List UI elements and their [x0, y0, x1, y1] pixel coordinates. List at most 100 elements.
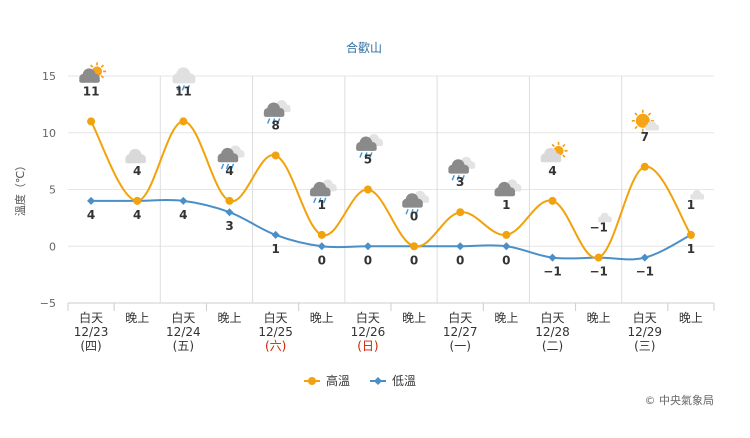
high-temp-point	[410, 242, 419, 251]
rain-drop	[276, 118, 281, 124]
y-axis-label: 溫度（℃）	[13, 160, 27, 216]
legend-marker	[308, 377, 316, 385]
rain-drop	[410, 208, 414, 215]
x-period-label: 白天	[171, 310, 195, 325]
low-temp-label: 4	[133, 208, 141, 222]
high-temp-label: 7	[641, 130, 649, 144]
low-temp-point	[502, 242, 511, 251]
cloud-base	[217, 157, 239, 163]
cloud-rain-sun-icon	[172, 67, 196, 91]
high-temp-label: 1	[318, 198, 326, 212]
low-temp-point	[225, 208, 234, 217]
low-temp-point	[87, 196, 96, 205]
low-temp-label: 4	[179, 208, 187, 222]
low-temp-point	[640, 253, 649, 262]
rain-drop	[456, 174, 460, 181]
cloud-base	[172, 78, 196, 84]
high-temp-point	[133, 196, 142, 205]
x-period-label: 白天	[356, 310, 380, 325]
x-date-label: 12/27	[443, 325, 478, 339]
low-temp-point	[179, 196, 188, 205]
y-tick-label: −5	[40, 297, 56, 310]
x-date-label: 12/23	[74, 325, 109, 339]
x-date-label: 12/28	[535, 325, 570, 339]
moon-cloud-icon	[590, 203, 612, 223]
high-temp-label: 0	[410, 209, 418, 223]
x-weekday-label: (五)	[173, 339, 194, 353]
y-tick-label: 10	[42, 127, 56, 140]
cloud-base	[540, 157, 562, 163]
x-date-label: 12/24	[166, 325, 201, 339]
high-temp-label: −1	[589, 221, 607, 235]
cloud-rain-icon	[263, 99, 291, 124]
low-temp-label: 0	[318, 253, 326, 267]
rain-drop	[313, 197, 317, 204]
sun-cloud-icon	[631, 109, 659, 132]
legend-low-temp[interactable]: 低溫	[392, 374, 416, 388]
high-temp-point	[640, 162, 649, 171]
cloud-base	[356, 146, 377, 151]
rain-drop	[323, 197, 327, 204]
legend-high-temp[interactable]: 高溫	[326, 373, 350, 388]
high-temp-point	[225, 196, 234, 205]
low-temp-point	[271, 230, 280, 239]
high-temp-point	[271, 151, 280, 160]
y-tick-label: 15	[42, 70, 56, 83]
credit-text: © 中央氣象局	[645, 393, 715, 407]
high-temp-label: 4	[133, 164, 141, 178]
x-period-label: 晚上	[402, 311, 426, 325]
cloud-rain-icon	[356, 134, 383, 158]
cloud-icon	[494, 179, 522, 197]
sun-ray	[100, 75, 105, 79]
cloud-base	[309, 191, 331, 197]
high-temp-point	[363, 185, 372, 194]
y-tick-label: 0	[49, 240, 56, 253]
cloud-sun-icon	[79, 62, 107, 83]
low-temp-label: −1	[636, 265, 654, 279]
rain-drop	[405, 208, 409, 215]
low-temp-label: −1	[589, 265, 607, 279]
high-temp-point	[502, 230, 511, 239]
rain-drop	[266, 118, 271, 124]
cloud-sun-icon	[540, 141, 568, 163]
rain-drop	[176, 85, 181, 91]
x-period-label: 晚上	[494, 311, 518, 325]
high-temp-point	[87, 117, 96, 126]
x-period-label: 晚上	[217, 311, 241, 325]
x-period-label: 白天	[540, 310, 564, 325]
x-weekday-label: (二)	[542, 339, 563, 353]
x-date-label: 12/26	[351, 325, 386, 339]
x-period-label: 白天	[633, 310, 657, 325]
cloud-base	[494, 191, 516, 197]
rain-drop	[451, 174, 455, 181]
cloud-base	[598, 219, 612, 223]
low-temp-label: 4	[87, 208, 95, 222]
x-period-label: 晚上	[587, 311, 611, 325]
high-temp-point	[594, 253, 603, 262]
sun-ray	[634, 125, 638, 130]
x-weekday-label: (一)	[450, 339, 471, 353]
sun-ray	[562, 154, 566, 158]
high-temp-label: 8	[271, 118, 279, 132]
x-period-label: 白天	[448, 310, 472, 325]
low-temp-point	[363, 242, 372, 251]
high-temp-label: 4	[225, 164, 233, 178]
x-period-label: 白天	[79, 310, 103, 325]
cloud-rain-icon	[448, 156, 476, 181]
rain-drop	[186, 85, 191, 91]
cloud-moon-icon	[125, 145, 147, 164]
moon-crescent	[590, 203, 599, 220]
cloud-base	[448, 169, 470, 174]
high-temp-label: 1	[687, 198, 695, 212]
low-temp-label: 0	[364, 253, 372, 267]
rain-drop	[359, 152, 363, 158]
high-temp-label: 1	[502, 198, 510, 212]
cloud-base	[79, 78, 100, 83]
high-temp-point	[317, 230, 326, 239]
x-date-label: 12/25	[258, 325, 293, 339]
cloud-base	[263, 112, 285, 117]
sun-ray	[100, 64, 105, 68]
cloud-base	[125, 158, 147, 164]
